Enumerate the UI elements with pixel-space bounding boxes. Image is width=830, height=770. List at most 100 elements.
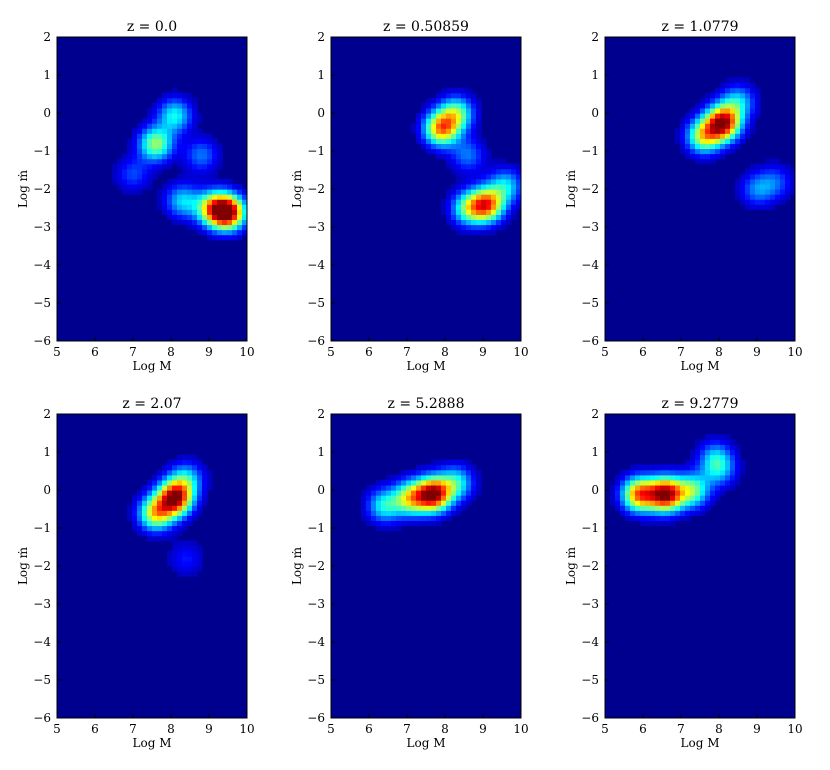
heatmap-cell [660,515,666,521]
heatmap-cell [491,214,497,220]
y-tick-label: −1 [33,144,51,158]
heatmap-cell [501,224,507,231]
heatmap-cell [162,484,168,491]
heatmap-cell [197,219,203,226]
heatmap-cell [705,148,711,155]
heatmap-cell [441,113,447,119]
heatmap-cell [222,234,228,241]
heatmap-cell [187,500,193,506]
heatmap-cell [212,234,218,241]
heatmap-cell [187,148,193,155]
heatmap-cell [506,204,512,210]
heatmap-cell [197,505,203,511]
heatmap-cell [675,464,681,471]
heatmap-cell [695,138,701,144]
heatmap-cell [680,515,686,521]
heatmap-cell [735,77,741,84]
heatmap-cell [411,500,417,506]
heatmap-cell [471,168,477,175]
heatmap-cell [635,500,641,506]
heatmap-cell [227,234,233,241]
heatmap-cell [441,102,447,109]
heatmap-cell [157,474,163,481]
heatmap-cell [182,550,188,557]
heatmap-cell [192,189,198,195]
heatmap-cell [511,199,517,205]
heatmap-cell [187,199,193,205]
heatmap-cell [207,224,213,231]
heatmap-cell [182,118,188,124]
heatmap-cell [217,219,223,226]
heatmap-cell [137,495,143,501]
heatmap-cell [501,183,507,190]
x-axis-label: Log M [407,359,446,373]
heatmap-cell [471,209,477,215]
heatmap-cell [725,469,731,476]
heatmap-cell [765,158,771,165]
heatmap-cell [441,143,447,150]
heatmap-cell [182,148,188,155]
heatmap-cell [162,148,168,155]
heatmap-cell [212,199,218,205]
heatmap-cell [446,153,452,160]
heatmap-cell [132,510,138,516]
heatmap-cell [177,199,183,205]
heatmap-cell [685,490,691,496]
heatmap-cell [147,143,153,150]
heatmap-cell [451,123,457,129]
heatmap-cell [630,484,636,491]
heatmap-cell [755,87,761,94]
heatmap-cell [720,148,726,155]
heatmap-cell [227,194,233,200]
heatmap-cell [451,133,457,139]
heatmap-cell [147,530,153,537]
heatmap-cell [446,97,452,104]
heatmap-cell [416,138,422,144]
heatmap-cell [506,189,512,195]
heatmap-cell [396,515,402,521]
heatmap-cell [441,148,447,155]
y-tick-label: −5 [307,296,325,310]
heatmap-cell [431,143,437,150]
heatmap-cell [381,505,387,511]
heatmap-cell [640,464,646,471]
heatmap-cell [690,510,696,516]
heatmap-cell [177,525,183,532]
heatmap-cell [695,454,701,461]
heatmap-cell [132,173,138,180]
heatmap-cell [361,505,367,511]
heatmap-cell [167,560,173,567]
y-tick-label: 2 [317,30,325,44]
heatmap-cell [177,454,183,461]
heatmap-cell [182,545,188,552]
heatmap-cell [720,97,726,104]
heatmap-cell [172,128,178,134]
heatmap-cell [750,199,756,205]
heatmap-cell [640,484,646,491]
heatmap-cell [222,204,228,210]
heatmap-cell [710,102,716,109]
heatmap-cell [197,183,203,190]
heatmap-cell [167,484,173,491]
heatmap-cell [720,153,726,160]
heatmap-cell [705,500,711,506]
x-tick-label: 10 [787,722,802,736]
heatmap-cell [172,505,178,511]
heatmap-cell [700,107,706,114]
heatmap-cell [187,484,193,491]
heatmap-cell [187,510,193,516]
heatmap-cell [187,97,193,104]
heatmap-cell [187,479,193,486]
heatmap-cell [466,163,472,170]
heatmap-cell [511,173,517,180]
heatmap-cell [162,520,168,527]
heatmap-cell [182,204,188,210]
heatmap-cell [222,214,228,220]
heatmap-cell [187,204,193,210]
heatmap-cell [645,484,651,491]
heatmap-cell [755,183,761,190]
heatmap-cell [486,199,492,205]
heatmap-cell [446,459,452,466]
heatmap-cell [730,143,736,150]
